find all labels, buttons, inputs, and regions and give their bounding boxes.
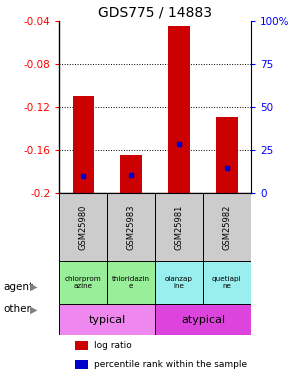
Text: ▶: ▶: [30, 282, 37, 292]
Bar: [120, 155, 142, 193]
Text: GSM25980: GSM25980: [79, 204, 88, 250]
Bar: [107, 261, 155, 305]
Bar: [155, 304, 251, 335]
Text: GSM25982: GSM25982: [222, 204, 231, 250]
Text: log ratio: log ratio: [94, 341, 132, 350]
Bar: [203, 193, 251, 261]
Bar: [155, 261, 203, 305]
Bar: [75, 341, 88, 350]
Text: ▶: ▶: [30, 304, 37, 314]
Text: other: other: [3, 304, 31, 314]
Bar: [75, 360, 88, 369]
Text: thioridazin
e: thioridazin e: [112, 276, 150, 290]
Bar: [59, 193, 107, 261]
Bar: [216, 117, 238, 193]
Text: agent: agent: [3, 282, 33, 292]
Text: percentile rank within the sample: percentile rank within the sample: [94, 360, 247, 369]
Bar: [59, 304, 155, 335]
Text: quetiapi
ne: quetiapi ne: [212, 276, 242, 290]
Bar: [155, 193, 203, 261]
Bar: [203, 261, 251, 305]
Bar: [59, 261, 107, 305]
Text: GSM25983: GSM25983: [127, 204, 136, 250]
Bar: [72, 96, 94, 193]
Text: typical: typical: [89, 315, 126, 325]
Text: atypical: atypical: [181, 315, 225, 325]
Bar: [107, 193, 155, 261]
Text: GSM25981: GSM25981: [175, 204, 184, 250]
Bar: [168, 26, 190, 193]
Title: GDS775 / 14883: GDS775 / 14883: [98, 6, 212, 20]
Text: olanzap
ine: olanzap ine: [165, 276, 193, 290]
Text: chlorprom
azine: chlorprom azine: [65, 276, 102, 290]
